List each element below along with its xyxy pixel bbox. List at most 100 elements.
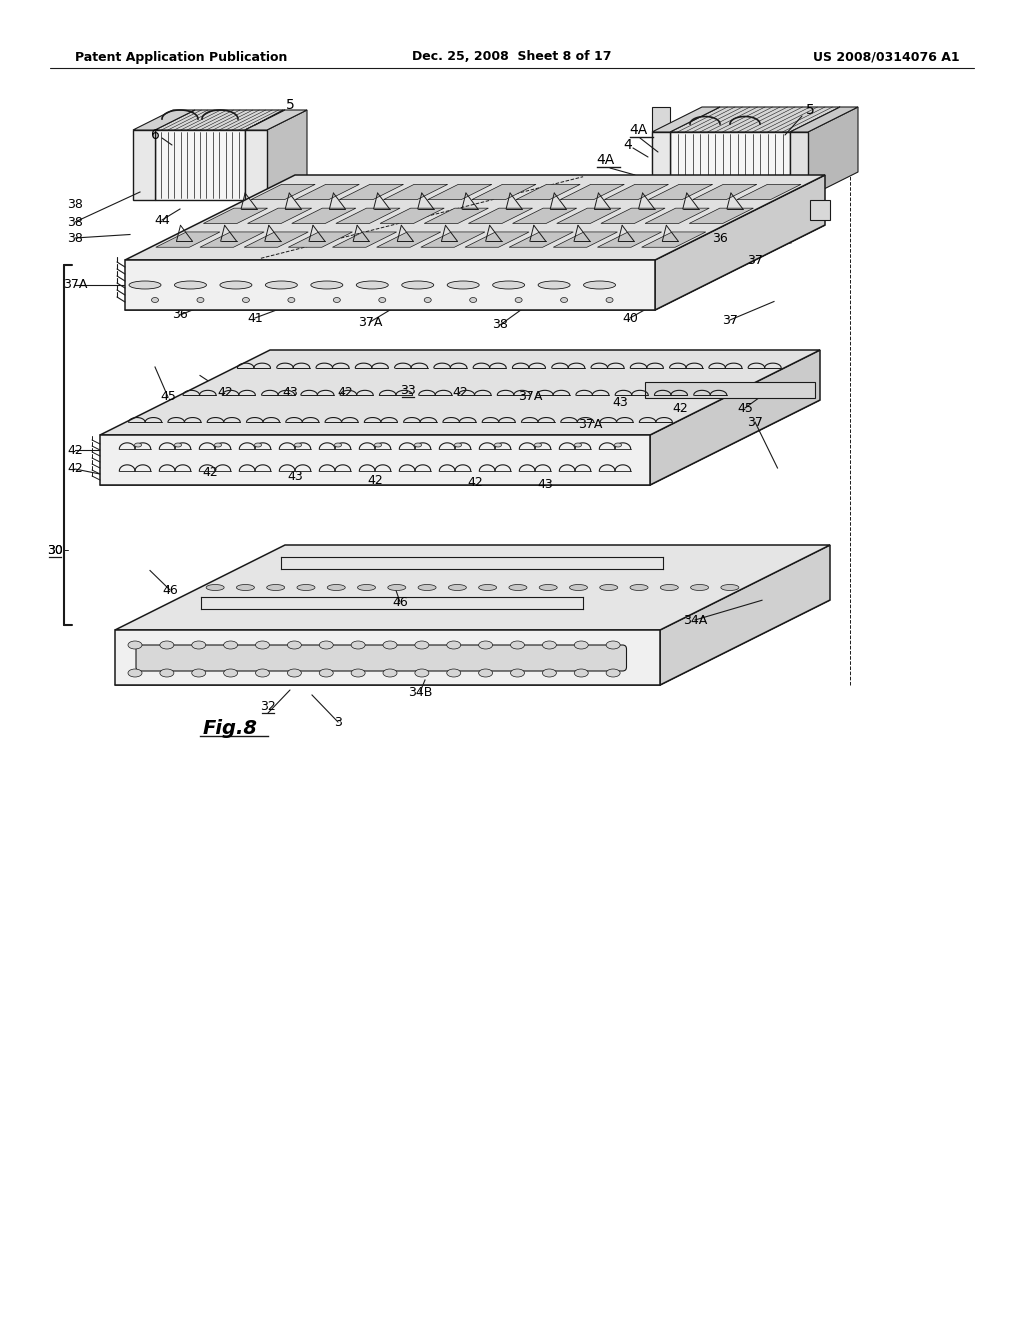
Text: 4A: 4A <box>629 123 647 137</box>
Polygon shape <box>689 209 754 223</box>
Polygon shape <box>125 260 655 310</box>
Ellipse shape <box>543 642 556 649</box>
Polygon shape <box>133 110 195 129</box>
Polygon shape <box>509 232 573 247</box>
Ellipse shape <box>415 444 422 447</box>
Polygon shape <box>115 545 830 630</box>
Text: 35: 35 <box>323 210 338 223</box>
Ellipse shape <box>415 642 429 649</box>
Polygon shape <box>660 545 830 685</box>
Polygon shape <box>204 209 267 223</box>
Ellipse shape <box>160 669 174 677</box>
Polygon shape <box>200 232 264 247</box>
Ellipse shape <box>401 281 434 289</box>
Polygon shape <box>516 185 581 199</box>
Polygon shape <box>125 176 825 260</box>
Polygon shape <box>810 201 830 220</box>
Polygon shape <box>652 107 720 132</box>
Text: 5: 5 <box>286 98 294 112</box>
Text: 36: 36 <box>172 309 187 322</box>
Text: 43: 43 <box>612 396 628 408</box>
Ellipse shape <box>328 585 345 590</box>
Text: 4: 4 <box>220 228 229 242</box>
Text: 42: 42 <box>68 444 83 457</box>
Polygon shape <box>156 232 220 247</box>
Ellipse shape <box>288 642 301 649</box>
Ellipse shape <box>606 669 621 677</box>
Ellipse shape <box>493 281 524 289</box>
Polygon shape <box>245 129 267 201</box>
Text: 37A: 37A <box>357 315 382 329</box>
Ellipse shape <box>197 297 204 302</box>
Ellipse shape <box>455 444 462 447</box>
Polygon shape <box>384 185 447 199</box>
Text: Fig.8: Fig.8 <box>203 718 257 738</box>
Text: 42: 42 <box>368 474 383 487</box>
Ellipse shape <box>630 585 648 590</box>
Ellipse shape <box>256 669 269 677</box>
Polygon shape <box>295 185 359 199</box>
Text: 32: 32 <box>260 700 275 713</box>
Polygon shape <box>195 110 285 180</box>
Ellipse shape <box>388 585 406 590</box>
Ellipse shape <box>721 585 739 590</box>
Text: 37A: 37A <box>578 418 602 432</box>
Ellipse shape <box>418 585 436 590</box>
Ellipse shape <box>538 281 570 289</box>
Ellipse shape <box>319 669 333 677</box>
Polygon shape <box>245 110 285 201</box>
Text: 38: 38 <box>547 216 563 230</box>
Ellipse shape <box>288 297 295 302</box>
Ellipse shape <box>511 642 524 649</box>
Polygon shape <box>670 107 840 132</box>
Text: US 2008/0314076 A1: US 2008/0314076 A1 <box>813 50 961 63</box>
Ellipse shape <box>569 585 588 590</box>
Ellipse shape <box>383 669 397 677</box>
Polygon shape <box>336 209 400 223</box>
Ellipse shape <box>574 642 588 649</box>
Ellipse shape <box>128 642 142 649</box>
Polygon shape <box>125 224 825 310</box>
Text: 42: 42 <box>68 462 83 475</box>
Polygon shape <box>251 185 315 199</box>
Polygon shape <box>115 601 830 685</box>
Polygon shape <box>465 232 529 247</box>
Text: 30: 30 <box>47 544 62 557</box>
Ellipse shape <box>424 297 431 302</box>
Text: 34B: 34B <box>408 685 432 698</box>
Ellipse shape <box>606 297 613 302</box>
Ellipse shape <box>449 585 466 590</box>
Ellipse shape <box>511 669 524 677</box>
Polygon shape <box>339 185 403 199</box>
Polygon shape <box>115 630 660 685</box>
Ellipse shape <box>375 444 382 447</box>
Text: 31: 31 <box>400 210 416 223</box>
Text: 4A: 4A <box>596 153 614 168</box>
Polygon shape <box>380 209 444 223</box>
Ellipse shape <box>690 585 709 590</box>
Polygon shape <box>808 107 858 197</box>
Text: 4: 4 <box>624 139 633 152</box>
Text: 37: 37 <box>748 416 763 429</box>
Ellipse shape <box>356 281 388 289</box>
Polygon shape <box>560 185 625 199</box>
Ellipse shape <box>152 297 159 302</box>
Polygon shape <box>333 232 396 247</box>
Ellipse shape <box>614 444 622 447</box>
Ellipse shape <box>223 642 238 649</box>
Ellipse shape <box>470 297 477 302</box>
Text: 41: 41 <box>460 216 476 230</box>
Text: 41: 41 <box>247 312 263 325</box>
Polygon shape <box>645 209 710 223</box>
Ellipse shape <box>214 444 221 447</box>
Polygon shape <box>155 129 245 201</box>
Ellipse shape <box>383 642 397 649</box>
Polygon shape <box>289 232 352 247</box>
Ellipse shape <box>265 281 297 289</box>
Text: 40: 40 <box>622 312 638 325</box>
Ellipse shape <box>295 444 301 447</box>
Ellipse shape <box>255 444 261 447</box>
Ellipse shape <box>540 585 557 590</box>
Ellipse shape <box>509 585 527 590</box>
Ellipse shape <box>311 281 343 289</box>
